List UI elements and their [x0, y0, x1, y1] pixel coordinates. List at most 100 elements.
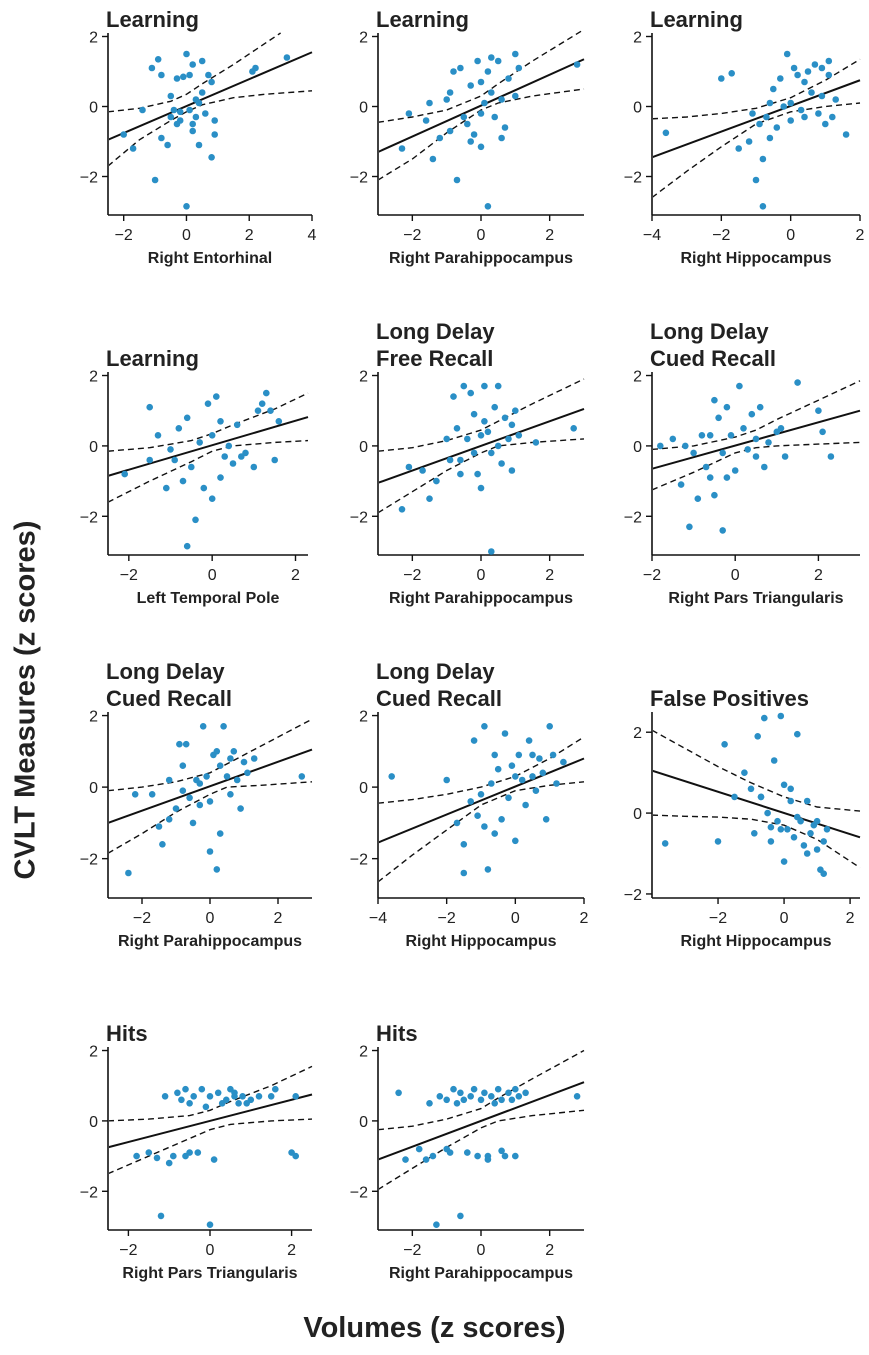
- plot-area: [109, 32, 313, 167]
- x-tick-label: 2: [291, 567, 300, 584]
- data-point: [714, 838, 722, 845]
- data-point: [481, 418, 488, 425]
- data-point: [719, 527, 726, 534]
- x-tick-label: 0: [208, 567, 217, 584]
- data-point: [512, 837, 519, 845]
- x-tick-label: −4: [643, 227, 661, 244]
- plot-area: [379, 1049, 585, 1190]
- data-point: [450, 68, 457, 75]
- data-point: [822, 120, 829, 128]
- data-point: [752, 176, 760, 184]
- data-point: [229, 460, 237, 467]
- data-point: [271, 456, 279, 464]
- data-point: [777, 75, 784, 82]
- panel-x-label: Right Pars Triangularis: [122, 1265, 297, 1282]
- y-tick-label: −2: [350, 170, 368, 187]
- data-point: [419, 467, 426, 474]
- data-point: [794, 813, 801, 821]
- panel-7: 2 0 −2 −2 0 2 Right Parahippocampus Long DelayC…: [80, 659, 313, 950]
- y-tick-label: −2: [350, 852, 368, 869]
- data-point: [146, 456, 153, 464]
- panel-title: Long Delay: [106, 659, 225, 684]
- data-point: [426, 495, 433, 503]
- y-tick-label: 0: [89, 1114, 98, 1131]
- y-tick-label: 0: [633, 439, 642, 456]
- data-point: [484, 428, 492, 436]
- data-point: [757, 793, 765, 801]
- panel-x-label: Right Parahippocampus: [389, 590, 573, 607]
- data-point: [460, 382, 468, 390]
- data-point: [252, 64, 259, 72]
- data-point: [457, 64, 464, 72]
- data-point: [682, 442, 689, 450]
- data-point: [780, 103, 787, 110]
- data-point: [443, 776, 451, 784]
- ci-upper-line: [109, 392, 309, 452]
- data-point: [756, 120, 763, 128]
- data-point: [198, 1085, 206, 1093]
- data-point: [747, 785, 755, 793]
- data-point: [158, 134, 165, 142]
- data-point: [120, 131, 127, 138]
- data-point: [216, 830, 224, 837]
- y-tick-label: 2: [633, 725, 642, 742]
- data-point: [690, 449, 697, 457]
- data-point: [512, 773, 519, 780]
- data-point: [170, 106, 178, 114]
- data-point: [723, 474, 731, 481]
- ci-upper-line: [379, 378, 585, 452]
- data-point: [237, 805, 244, 812]
- data-point: [161, 1093, 169, 1100]
- data-point: [515, 64, 523, 72]
- data-point: [820, 838, 827, 845]
- x-tick-label: 0: [731, 567, 740, 584]
- data-point: [815, 407, 822, 415]
- data-point: [395, 1089, 402, 1097]
- data-point: [515, 751, 523, 759]
- data-point: [573, 1093, 581, 1100]
- data-point: [198, 89, 206, 96]
- data-point: [405, 463, 413, 471]
- x-tick-label: −2: [712, 227, 730, 244]
- panel-1: 2 0 −2 −2 0 2 4 Right Entorhinal Learning: [80, 7, 317, 267]
- data-point: [183, 50, 190, 58]
- data-point: [525, 737, 533, 744]
- data-point: [190, 1093, 197, 1100]
- panel-title: Cued Recall: [650, 346, 776, 371]
- data-point: [200, 484, 208, 492]
- data-point: [756, 403, 764, 411]
- y-tick-label: 2: [359, 1044, 368, 1061]
- data-point: [813, 846, 821, 853]
- data-point: [186, 794, 193, 802]
- ci-lower-line: [653, 441, 861, 491]
- y-tick-label: 2: [89, 369, 98, 386]
- data-point: [203, 773, 210, 780]
- data-point: [723, 403, 731, 411]
- data-point: [157, 1212, 165, 1220]
- data-point: [505, 794, 512, 802]
- data-point: [443, 96, 451, 103]
- data-point: [761, 714, 768, 722]
- data-point: [155, 823, 163, 830]
- data-point: [470, 737, 478, 744]
- panel-5: 2 0 −2 −2 0 2 Right Parahippocampus Long DelayF…: [350, 319, 585, 607]
- data-point: [512, 50, 519, 58]
- plot-area: [379, 28, 585, 181]
- data-point: [744, 446, 751, 453]
- data-point: [195, 99, 203, 107]
- data-point: [170, 1152, 177, 1160]
- y-tick-label: 2: [359, 369, 368, 386]
- data-point: [220, 723, 227, 730]
- data-point: [488, 780, 495, 787]
- x-tick-label: 0: [511, 910, 520, 927]
- data-point: [508, 762, 516, 769]
- data-point: [446, 89, 454, 96]
- data-point: [182, 740, 190, 748]
- panel-title: False Positives: [650, 686, 809, 711]
- regression-line: [109, 51, 313, 141]
- data-point: [477, 78, 485, 86]
- data-point: [825, 71, 833, 79]
- data-point: [151, 176, 159, 184]
- data-point: [484, 866, 492, 873]
- data-point: [148, 791, 156, 798]
